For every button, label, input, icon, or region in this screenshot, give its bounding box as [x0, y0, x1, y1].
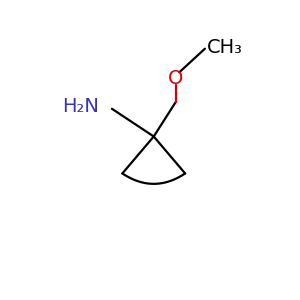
Text: O: O: [168, 69, 184, 88]
Text: H₂N: H₂N: [62, 97, 99, 116]
Text: CH₃: CH₃: [207, 38, 243, 57]
